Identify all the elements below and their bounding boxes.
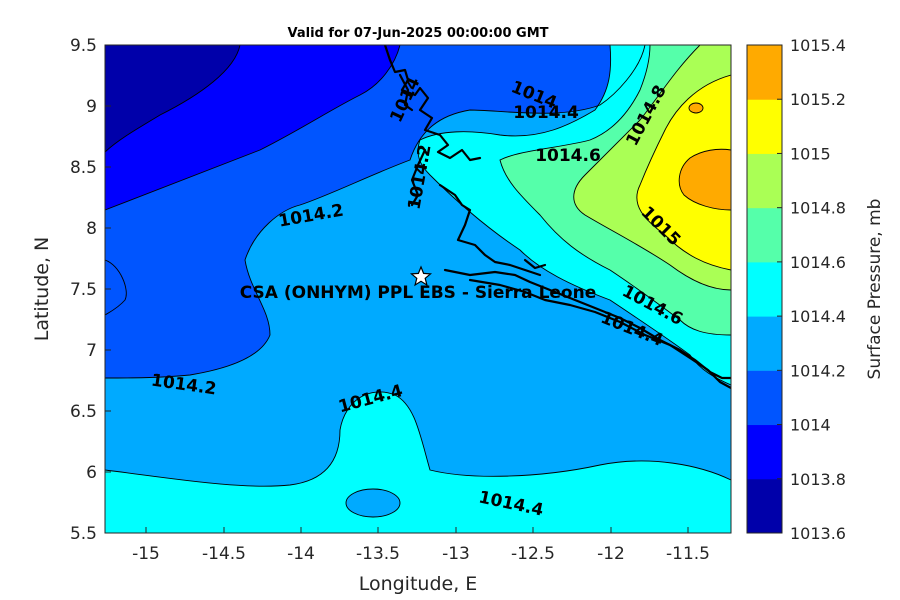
colorbar-tick-label: 1014.4 xyxy=(790,307,846,326)
colorbar-tick-label: 1013.6 xyxy=(790,524,846,543)
colorbar-frame xyxy=(746,44,783,534)
y-tick-label: 6.5 xyxy=(70,402,97,422)
contour-fill-1015-2-blob xyxy=(689,103,703,113)
y-tick-label: 9 xyxy=(86,97,97,117)
pressure-contour-map xyxy=(105,45,731,533)
colorbar-label: Surface Pressure, mb xyxy=(865,199,885,380)
site-label: CSA (ONHYM) PPL EBS - Sierra Leone xyxy=(240,283,597,303)
colorbar-tick-label: 1014.2 xyxy=(790,361,846,380)
x-axis-label: Longitude, E xyxy=(359,573,478,595)
colorbar-tick-label: 1014.8 xyxy=(790,199,846,218)
colorbar-swatch xyxy=(747,99,782,154)
x-axis: -15 -14.5 -14 -13.5 -13 -12.5 -12 -11.5 … xyxy=(132,527,710,595)
y-axis: 5.5 6 6.5 7 7.5 8 8.5 9 9.5 Latitude, N xyxy=(31,36,111,544)
x-tick-label: -14.5 xyxy=(202,544,246,564)
colorbar-ticks: 1013.6 1013.8 1014 1014.2 1014.4 1014.6 1014.8… xyxy=(777,36,846,543)
colorbar-swatch xyxy=(747,207,782,263)
x-tick-label: -13.5 xyxy=(356,544,400,564)
contour-fill-1014-4-south xyxy=(105,391,731,533)
x-tick-label: -11.5 xyxy=(666,544,710,564)
colorbar-swatch xyxy=(747,478,782,534)
colorbar-tick-label: 1015.4 xyxy=(790,36,846,55)
contour-fill-1015-2 xyxy=(679,149,731,210)
x-tick-label: -15 xyxy=(132,544,160,564)
y-tick-label: 8.5 xyxy=(70,158,97,178)
y-tick-label: 5.5 xyxy=(70,524,97,544)
contour-lines xyxy=(105,45,731,518)
colorbar-swatch xyxy=(747,261,782,317)
y-axis-label: Latitude, N xyxy=(31,237,53,342)
colorbar-tick-label: 1013.8 xyxy=(790,470,846,489)
colorbar-tick-label: 1015 xyxy=(790,144,831,163)
colorbar-swatches xyxy=(747,45,782,534)
y-tick-label: 9.5 xyxy=(70,36,97,56)
colorbar-swatch xyxy=(747,45,782,100)
colorbar-swatch xyxy=(747,424,782,480)
y-tick-label: 6 xyxy=(86,463,97,483)
colorbar-swatch xyxy=(747,316,782,371)
colorbar: 1013.6 1013.8 1014 1014.2 1014.4 1014.6 1014.8… xyxy=(746,36,885,543)
colorbar-swatch xyxy=(747,370,782,426)
colorbar-tick-label: 1014 xyxy=(790,416,831,435)
coastline xyxy=(383,45,731,390)
x-tick-label: -12.5 xyxy=(511,544,555,564)
map-title: Valid for 07-Jun-2025 00:00:00 GMT xyxy=(288,26,549,41)
contour-label: 1014.4 xyxy=(513,103,579,123)
contour-label: 1014.6 xyxy=(535,146,601,166)
y-tick-label: 8 xyxy=(86,219,97,239)
contour-fill-1014-2-blob-south xyxy=(346,489,400,517)
colorbar-tick-label: 1015.2 xyxy=(790,90,846,109)
colorbar-tick-label: 1014.6 xyxy=(790,253,846,272)
x-tick-label: -13 xyxy=(442,544,470,564)
x-tick-label: -14 xyxy=(287,544,315,564)
contour-fill-1014-west-lobe xyxy=(105,260,127,315)
colorbar-swatch xyxy=(747,153,782,209)
star-icon xyxy=(409,265,433,287)
y-tick-label: 7.5 xyxy=(70,280,97,300)
y-tick-label: 7 xyxy=(86,341,97,361)
contour-fill-1013-6 xyxy=(105,45,240,152)
x-tick-label: -12 xyxy=(597,544,625,564)
